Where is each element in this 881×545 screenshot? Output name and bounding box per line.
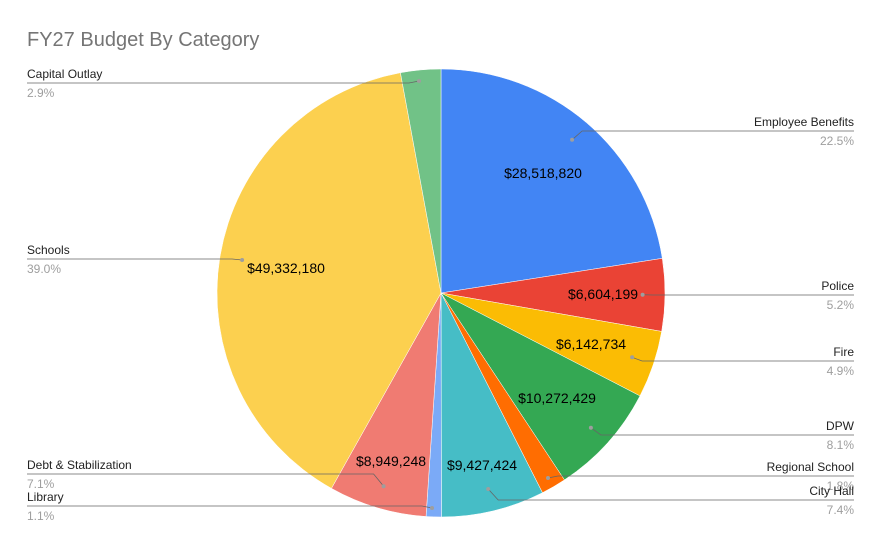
leader-line-debt-and-stabilization xyxy=(27,473,384,487)
leader-line-employee-benefits xyxy=(571,130,854,141)
leader-dot-employee-benefits xyxy=(570,137,575,142)
percent-label-debt-and-stabilization: 7.1% xyxy=(27,477,55,491)
leader-line-library xyxy=(27,505,433,509)
value-label-fire: $6,142,734 xyxy=(556,336,626,352)
percent-label-dpw: 8.1% xyxy=(827,438,855,452)
chart-title: FY27 Budget By Category xyxy=(27,29,259,51)
category-label-debt-and-stabilization: Debt & Stabilization xyxy=(27,458,132,472)
leader-dot-regional-school xyxy=(546,476,550,480)
category-label-capital-outlay: Capital Outlay xyxy=(27,67,102,81)
value-label-debt-and-stabilization: $8,949,248 xyxy=(356,453,426,469)
percent-label-library: 1.1% xyxy=(27,509,55,523)
leader-line-regional-school xyxy=(547,475,854,479)
value-label-schools: $49,332,180 xyxy=(247,260,325,276)
leader-line-city-hall xyxy=(487,488,854,501)
slice-schools[interactable] xyxy=(216,72,442,489)
value-label-police: $6,604,199 xyxy=(568,286,638,302)
leader-line-schools xyxy=(27,258,243,261)
slice-dpw[interactable] xyxy=(440,292,641,481)
category-label-dpw: DPW xyxy=(826,419,855,433)
slice-city-hall[interactable] xyxy=(440,292,543,518)
category-label-police: Police xyxy=(821,279,854,293)
category-label-library: Library xyxy=(27,490,64,504)
leader-lines xyxy=(27,79,854,510)
leader-dot-fire xyxy=(630,355,635,360)
leader-dot-debt-and-stabilization xyxy=(381,484,386,489)
category-label-regional-school: Regional School xyxy=(767,460,854,474)
percent-label-regional-school: 1.8% xyxy=(827,479,855,493)
value-label-city-hall: $9,427,424 xyxy=(447,457,517,473)
percent-label-city-hall: 7.4% xyxy=(827,503,855,517)
leader-line-fire xyxy=(631,356,854,362)
percent-label-fire: 4.9% xyxy=(827,364,855,378)
value-label-dpw: $10,272,429 xyxy=(518,390,596,406)
value-label-employee-benefits: $28,518,820 xyxy=(504,165,582,181)
slice-capital-outlay[interactable] xyxy=(400,68,442,294)
percent-label-police: 5.2% xyxy=(827,298,855,312)
leader-dot-capital-outlay xyxy=(417,79,421,83)
category-label-fire: Fire xyxy=(833,345,854,359)
leader-dot-schools xyxy=(240,258,245,262)
percent-label-capital-outlay: 2.9% xyxy=(27,86,55,100)
slice-labels: $28,518,820 Employee Benefits 22.5% $6,604,… xyxy=(27,67,855,523)
leader-dot-city-hall xyxy=(486,487,491,491)
leader-line-capital-outlay xyxy=(27,80,420,84)
category-label-city-hall: City Hall xyxy=(809,484,854,498)
leader-line-dpw xyxy=(590,427,854,436)
pie-slices xyxy=(216,68,666,518)
category-label-employee-benefits: Employee Benefits xyxy=(754,115,854,129)
leader-dot-dpw xyxy=(588,425,593,430)
category-label-schools: Schools xyxy=(27,243,70,257)
leader-dot-police xyxy=(640,292,645,297)
slice-employee-benefits[interactable] xyxy=(440,68,663,294)
percent-label-employee-benefits: 22.5% xyxy=(820,134,854,148)
percent-label-schools: 39.0% xyxy=(27,262,61,276)
leader-dot-library xyxy=(430,506,434,510)
